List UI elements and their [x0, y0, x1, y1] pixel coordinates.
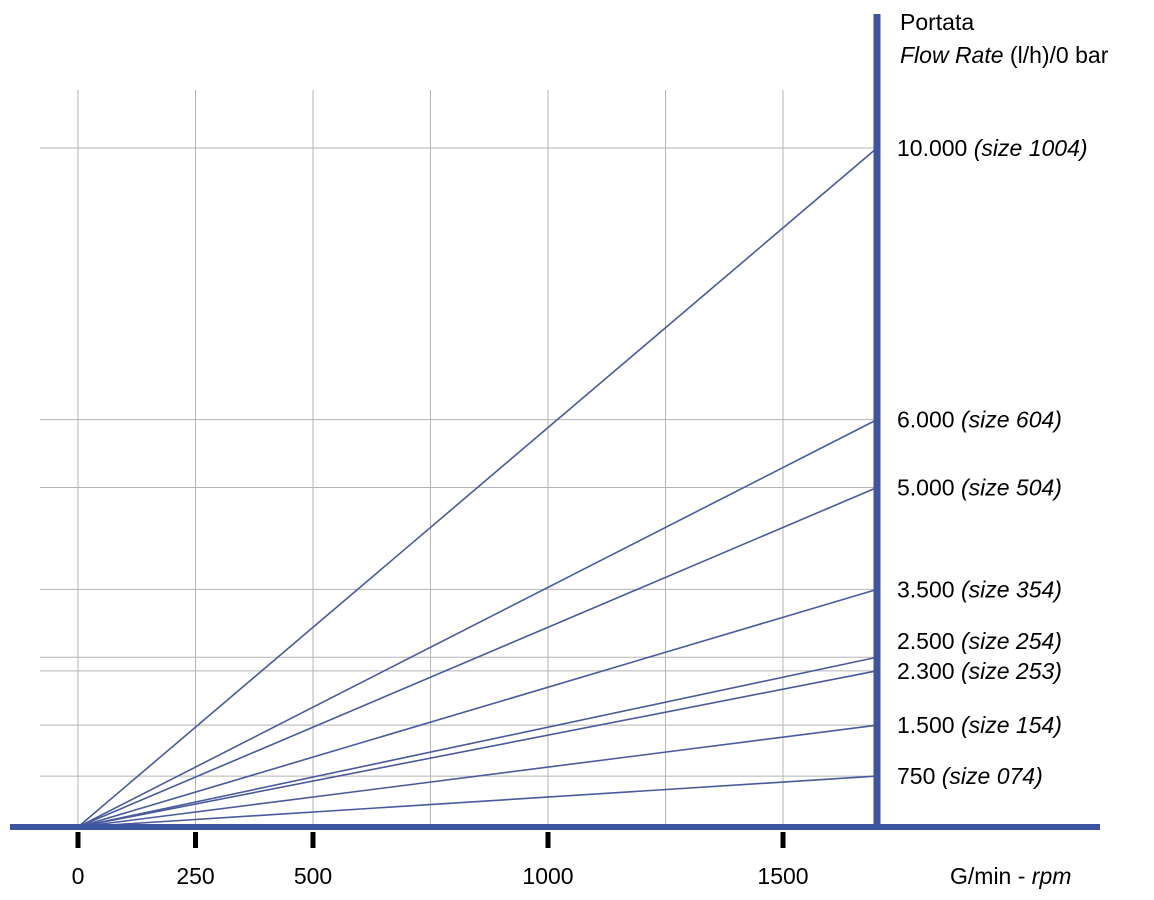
x-tick-mark: [310, 832, 316, 848]
series-value-label: 1.500: [897, 712, 961, 738]
series-label: 3.500 (size 354): [897, 576, 1062, 602]
series-label: 2.500 (size 254): [897, 628, 1062, 654]
series-value-label: 3.500: [897, 576, 961, 602]
x-tick-mark: [545, 832, 551, 848]
series-label: 10.000 (size 1004): [897, 135, 1088, 161]
x-axis-title: G/min - rpm: [950, 863, 1071, 889]
series-labels: 10.000 (size 1004) 6.000 (size 604) 5.000 …: [897, 135, 1088, 789]
series-size-label: (size 354): [961, 576, 1062, 602]
x-tick-mark: [193, 832, 198, 848]
series-value-label: 2.500: [897, 628, 961, 654]
series-line-size-1004: [77, 147, 878, 828]
series-size-label: (size 074): [942, 763, 1043, 789]
series-label: 6.000 (size 604): [897, 407, 1062, 433]
x-tick-label: 250: [176, 863, 214, 889]
grid: [40, 90, 877, 827]
y-axis-title-line2: Flow Rate (l/h)/0 bar: [900, 42, 1109, 68]
x-tick-label: 0: [72, 863, 85, 889]
series-label: 5.000 (size 504): [897, 475, 1062, 501]
series-size-label: (size 154): [961, 712, 1062, 738]
series-size-label: (size 1004): [974, 135, 1088, 161]
series-line-size-253: [77, 670, 878, 828]
series-value-label: 5.000: [897, 475, 961, 501]
series-line-size-504: [77, 486, 878, 828]
series-size-label: (size 254): [961, 628, 1062, 654]
series-value-label: 750: [897, 763, 942, 789]
y-axis-title-italic: Flow Rate: [900, 42, 1004, 68]
x-ticks: 0 250 500 1000 1500: [72, 832, 809, 889]
series-line-size-354: [77, 588, 878, 828]
y-axis-title-rest: (l/h)/0 bar: [1004, 42, 1109, 68]
x-tick-label: 1500: [757, 863, 808, 889]
series-value-label: 2.300: [897, 658, 961, 684]
series-size-label: (size 504): [961, 475, 1062, 501]
x-tick-mark: [75, 832, 81, 848]
series-label: 2.300 (size 253): [897, 658, 1062, 684]
series-size-label: (size 604): [961, 407, 1062, 433]
series-value-label: 6.000: [897, 407, 961, 433]
x-axis-title-italic: rpm: [1032, 863, 1072, 889]
series-line-size-254: [77, 656, 878, 828]
series-value-label: 10.000: [897, 135, 974, 161]
series-line-size-604: [77, 418, 878, 828]
series-label: 750 (size 074): [897, 763, 1043, 789]
y-axis-title-line1: Portata: [900, 9, 974, 35]
x-tick-label: 1000: [522, 863, 573, 889]
series-lines: [77, 147, 878, 828]
series-size-label: (size 253): [961, 658, 1062, 684]
axes: [10, 14, 1100, 830]
series-label: 1.500 (size 154): [897, 712, 1062, 738]
series-line-size-154: [77, 724, 878, 828]
x-tick-label: 500: [294, 863, 332, 889]
x-tick-mark: [780, 832, 786, 848]
x-axis-title-main: G/min -: [950, 863, 1032, 889]
series-line-size-074: [77, 775, 878, 828]
